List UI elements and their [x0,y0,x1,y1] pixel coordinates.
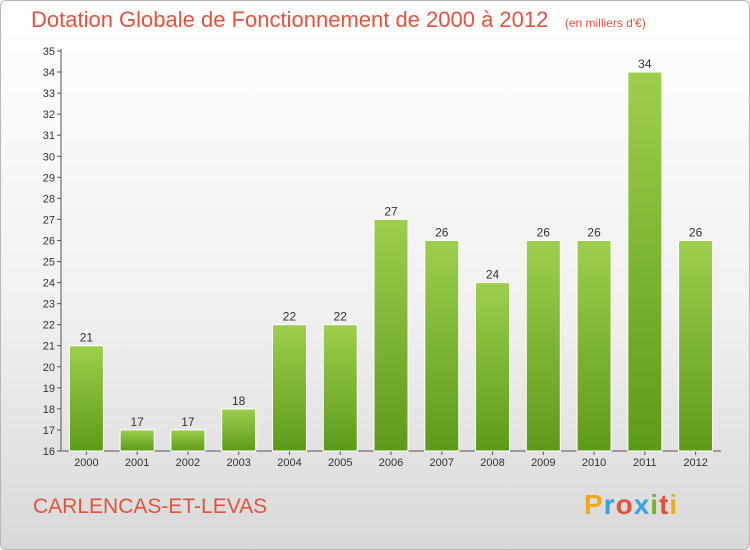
y-tick-label: 26 [43,235,55,247]
x-tick-label: 2009 [531,457,555,469]
y-tick-label: 35 [43,46,55,58]
bar [322,324,358,452]
bars [68,71,714,452]
x-tick-label: 2004 [277,457,301,469]
chart-title-text: Dotation Globale de Fonctionnement de 20… [31,7,549,32]
bar [221,408,257,452]
y-tick-label: 30 [43,151,55,163]
y-tick-label: 18 [43,404,55,416]
y-tick-label: 34 [43,67,55,79]
data-label: 27 [384,204,398,218]
bar [68,345,104,452]
bar [424,239,460,452]
data-label: 26 [689,225,703,239]
bar [373,218,409,452]
bar [475,282,511,452]
data-label: 34 [638,57,652,71]
commune-name: CARLENCAS-ET-LEVAS [33,495,268,518]
y-tick-label: 22 [43,320,55,332]
x-tick-label: 2003 [226,457,250,469]
x-tick-label: 2001 [125,457,149,469]
data-label: 26 [435,225,449,239]
y-tick-label: 16 [43,446,55,458]
data-label: 17 [181,415,195,429]
data-label: 22 [334,310,348,324]
y-tick-label: 31 [43,130,55,142]
data-label: 26 [587,225,601,239]
bar [576,239,612,452]
y-tick-label: 23 [43,299,55,311]
y-tick-label: 33 [43,88,55,100]
x-tick-label: 2008 [480,457,504,469]
axes: 16 17 18 19 20 21 22 23 24 25 26 27 28 29 30 31 32 33 34 35… [43,46,721,469]
data-label: 21 [80,331,94,345]
chart-title: Dotation Globale de Fonctionnement de 20… [31,7,646,33]
bar [678,239,714,452]
x-tick-label: 2006 [379,457,403,469]
x-tick-label: 2005 [328,457,352,469]
data-label: 22 [283,310,297,324]
y-tick-label: 19 [43,383,55,395]
x-tick-label: 2002 [176,457,200,469]
x-tick-label: 2011 [633,457,657,469]
x-tick-label: 2007 [430,457,454,469]
y-tick-label: 32 [43,109,55,121]
x-tick-label: 2000 [74,457,98,469]
x-tick-label: 2012 [683,457,707,469]
bar [525,239,561,452]
bar [170,429,206,452]
bar [627,71,663,452]
data-label: 18 [232,394,246,408]
bar [119,429,155,452]
y-tick-label: 24 [43,278,55,290]
data-label: 17 [130,415,144,429]
y-tick-label: 28 [43,193,55,205]
data-label: 26 [537,225,551,239]
y-tick-label: 20 [43,362,55,374]
x-tick-label: 2010 [582,457,606,469]
y-tick-label: 17 [43,425,55,437]
data-label: 24 [486,268,500,282]
proxiti-logo: Proxiti [584,489,679,520]
unit-note: (en milliers d'€) [564,16,646,30]
bar [271,324,307,452]
y-tick-label: 21 [43,341,55,353]
y-tick-label: 29 [43,172,55,184]
y-tick-label: 27 [43,214,55,226]
y-tick-label: 25 [43,257,55,269]
labels: 21 17 17 18 22 22 27 26 24 26 26 34 26 [80,57,703,429]
